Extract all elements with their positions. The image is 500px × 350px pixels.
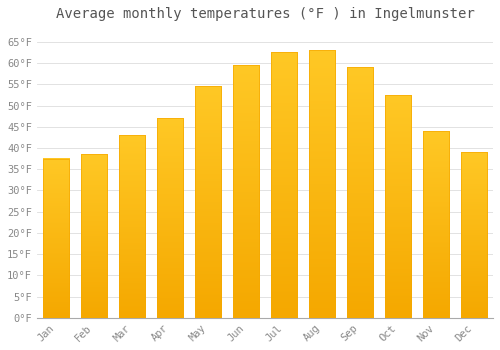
Bar (346, 67, 374, 318)
Bar (270, 52, 297, 318)
Bar (156, 118, 183, 318)
Bar (422, 131, 450, 318)
Bar (42, 159, 69, 318)
Bar (118, 135, 145, 318)
Bar (308, 50, 336, 318)
Bar (460, 152, 487, 318)
Title: Average monthly temperatures (°F ) in Ingelmunster: Average monthly temperatures (°F ) in In… (56, 7, 474, 21)
Bar (80, 154, 107, 318)
Bar (232, 65, 259, 318)
Bar (384, 95, 411, 318)
Bar (194, 86, 221, 318)
